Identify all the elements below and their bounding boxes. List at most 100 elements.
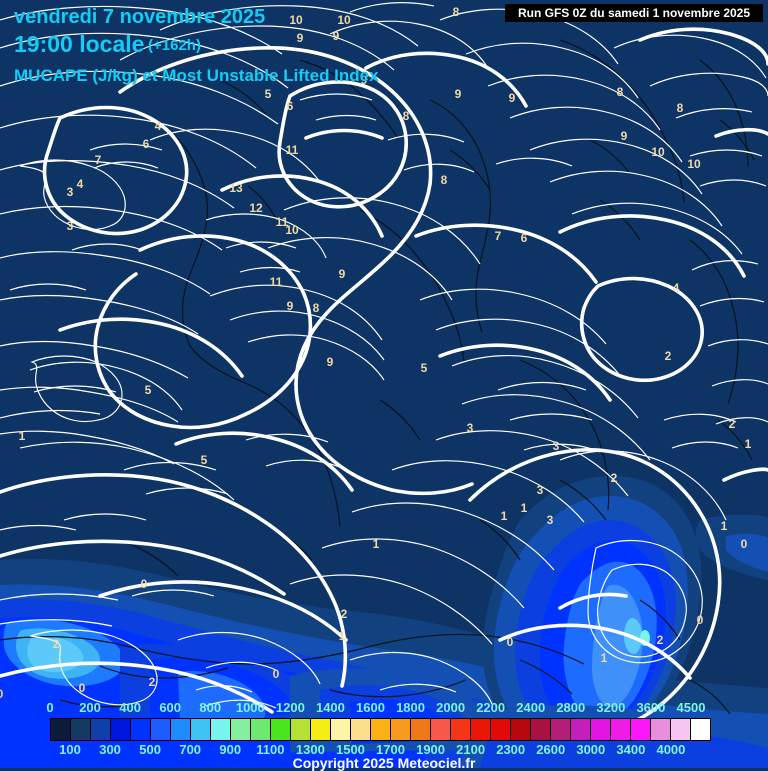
color-swatch xyxy=(251,719,271,740)
legend-tick-label: 200 xyxy=(79,700,101,715)
legend-tick-label: 1700 xyxy=(376,742,405,757)
color-swatch xyxy=(111,719,131,740)
svg-text:0: 0 xyxy=(79,681,86,695)
legend-tick-label: 3600 xyxy=(636,700,666,715)
svg-text:1: 1 xyxy=(339,629,346,643)
svg-text:13: 13 xyxy=(229,181,243,195)
color-swatch xyxy=(591,719,611,740)
color-swatch xyxy=(351,719,371,740)
color-swatch xyxy=(191,719,211,740)
color-swatch xyxy=(51,719,71,740)
svg-text:3: 3 xyxy=(553,439,560,453)
svg-text:9: 9 xyxy=(509,91,516,105)
svg-text:2: 2 xyxy=(729,417,736,431)
legend-tick-label: 0 xyxy=(46,700,54,715)
legend-tick-label: 3400 xyxy=(616,742,646,757)
color-swatch xyxy=(311,719,331,740)
legend-tick-label: 1800 xyxy=(396,700,425,715)
svg-text:5: 5 xyxy=(265,87,272,101)
color-swatch xyxy=(151,719,171,740)
svg-text:3: 3 xyxy=(537,483,544,497)
color-swatch xyxy=(91,719,111,740)
svg-text:9: 9 xyxy=(621,129,628,143)
legend-tick-label: 300 xyxy=(99,742,121,757)
coastlines xyxy=(0,39,755,715)
color-swatch xyxy=(471,719,491,740)
color-swatch xyxy=(271,719,291,740)
svg-text:7: 7 xyxy=(495,229,502,243)
legend-tick-label: 4500 xyxy=(676,700,706,715)
parameter-title: MUCAPE (J/kg) et Most Unstable Lifted In… xyxy=(14,66,379,85)
forecast-time: 19:00 locale xyxy=(14,31,145,57)
color-swatch xyxy=(491,719,511,740)
svg-text:8: 8 xyxy=(441,173,448,187)
svg-text:5: 5 xyxy=(421,361,428,375)
color-swatch xyxy=(511,719,531,740)
color-swatch xyxy=(131,719,151,740)
svg-text:3: 3 xyxy=(467,421,474,435)
legend-tick-label: 1600 xyxy=(356,700,385,715)
svg-text:10: 10 xyxy=(337,13,351,27)
svg-text:0: 0 xyxy=(697,613,704,627)
legend-tick-label: 4000 xyxy=(656,742,686,757)
legend-tick-label: 1000 xyxy=(235,700,265,715)
color-swatch xyxy=(371,719,391,740)
color-swatch xyxy=(331,719,351,740)
svg-text:5: 5 xyxy=(201,453,208,467)
legend-tick-label: 2100 xyxy=(456,742,486,757)
svg-text:8: 8 xyxy=(313,301,320,315)
svg-text:2: 2 xyxy=(665,349,672,363)
legend-tick-label: 500 xyxy=(139,742,161,757)
model-run-banner: Run GFS 0Z du samedi 1 novembre 2025 xyxy=(505,4,763,22)
svg-text:4: 4 xyxy=(673,281,680,295)
forecast-hour: (+162h) xyxy=(148,37,201,54)
color-swatch xyxy=(651,719,671,740)
svg-text:2: 2 xyxy=(149,675,156,689)
copyright-notice: Copyright 2025 Meteociel.fr xyxy=(292,755,476,771)
legend-tick-label: 1300 xyxy=(295,742,325,757)
svg-text:1: 1 xyxy=(521,501,528,515)
legend-tick-label: 2600 xyxy=(536,742,566,757)
legend-tick-label: 2000 xyxy=(436,700,466,715)
color-swatch xyxy=(231,719,251,740)
svg-text:4: 4 xyxy=(77,177,84,191)
legend-tick-label: 900 xyxy=(219,742,242,757)
svg-text:1: 1 xyxy=(721,519,728,533)
svg-text:5: 5 xyxy=(145,383,152,397)
svg-text:0: 0 xyxy=(507,635,514,649)
legend-tick-label: 2400 xyxy=(516,700,546,715)
svg-text:4: 4 xyxy=(155,119,162,133)
legend-tick-label: 700 xyxy=(179,742,202,757)
svg-text:1: 1 xyxy=(745,437,752,451)
svg-text:1: 1 xyxy=(601,651,608,665)
legend-tick-label: 1400 xyxy=(315,700,345,715)
legend-tick-label: 1100 xyxy=(256,742,285,757)
legend-tick-label: 2200 xyxy=(476,700,506,715)
legend-tick-label: 1900 xyxy=(416,742,446,757)
color-swatch xyxy=(411,719,431,740)
color-swatch xyxy=(611,719,631,740)
svg-text:1: 1 xyxy=(373,537,380,551)
svg-text:10: 10 xyxy=(687,157,701,171)
svg-text:3: 3 xyxy=(547,513,554,527)
color-scale-bar xyxy=(50,718,711,741)
svg-text:12: 12 xyxy=(249,201,263,215)
svg-text:10: 10 xyxy=(285,223,299,237)
svg-text:8: 8 xyxy=(453,5,460,19)
svg-text:1: 1 xyxy=(501,509,508,523)
svg-text:2: 2 xyxy=(657,633,664,647)
svg-text:0: 0 xyxy=(741,537,748,551)
color-swatch xyxy=(671,719,691,740)
color-swatch xyxy=(391,719,411,740)
svg-text:2: 2 xyxy=(341,607,348,621)
color-swatch xyxy=(71,719,91,740)
color-swatch xyxy=(551,719,571,740)
major-contours xyxy=(0,27,768,738)
legend-tick-label: 2300 xyxy=(496,742,526,757)
svg-text:9: 9 xyxy=(297,31,304,45)
svg-text:6: 6 xyxy=(287,99,294,113)
legend-tick-label: 3200 xyxy=(596,700,626,715)
color-swatch xyxy=(691,719,710,740)
